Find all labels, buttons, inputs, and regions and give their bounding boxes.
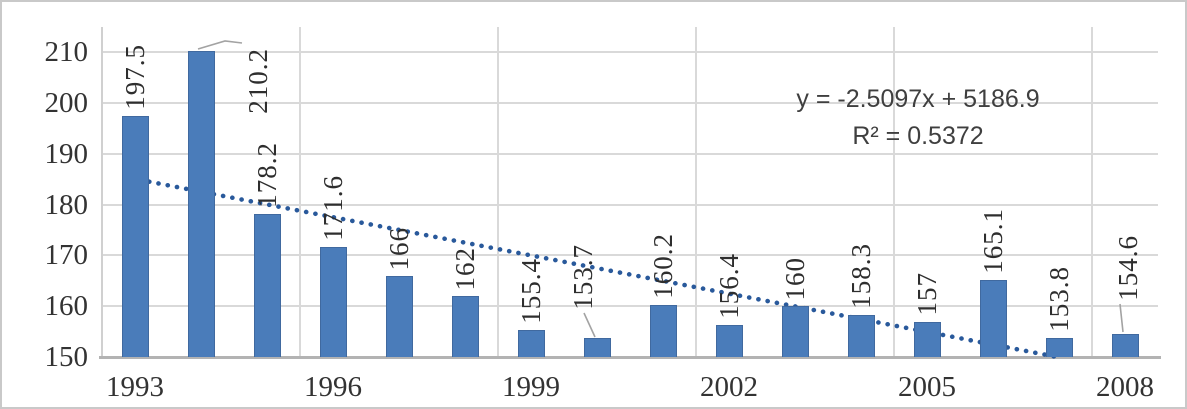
x-axis-tick-1996: 1996 bbox=[304, 371, 362, 403]
horizontal-gridline bbox=[102, 305, 1158, 308]
horizontal-gridline bbox=[102, 152, 1158, 155]
bar-2005 bbox=[913, 321, 941, 357]
bar-2003 bbox=[781, 306, 809, 357]
bar-2002 bbox=[715, 324, 743, 357]
vertical-gridline bbox=[299, 27, 301, 357]
bar-1998 bbox=[451, 296, 479, 357]
bar-2007 bbox=[1045, 337, 1073, 357]
bar-1994 bbox=[187, 51, 215, 357]
bar-2006 bbox=[979, 280, 1007, 357]
label-leader-line bbox=[197, 40, 243, 50]
bar-1996 bbox=[319, 247, 347, 357]
x-axis-line bbox=[99, 356, 1161, 359]
y-axis-tick-180: 180 bbox=[44, 189, 89, 221]
bar-2008 bbox=[1111, 333, 1139, 357]
vertical-gridline bbox=[1091, 27, 1093, 357]
x-axis-tick-1999: 1999 bbox=[502, 371, 560, 403]
equation-annotation: y = -2.5097x + 5186.9 R² = 0.5372 bbox=[742, 81, 1094, 155]
horizontal-gridline bbox=[102, 102, 1158, 105]
y-axis-tick-200: 200 bbox=[44, 87, 89, 119]
x-axis-tick-1993: 1993 bbox=[106, 371, 164, 403]
bar-1999 bbox=[517, 329, 545, 357]
bar-2004 bbox=[847, 314, 875, 357]
bar-1997 bbox=[385, 275, 413, 357]
horizontal-gridline bbox=[102, 51, 1158, 54]
bar-1993 bbox=[121, 115, 149, 357]
label-leader-line bbox=[1119, 303, 1124, 333]
vertical-gridline bbox=[695, 27, 697, 357]
y-axis-tick-210: 210 bbox=[44, 36, 89, 68]
x-axis-tick-2008: 2008 bbox=[1096, 371, 1154, 403]
y-axis-tick-150: 150 bbox=[44, 341, 89, 373]
y-axis-tick-170: 170 bbox=[44, 239, 89, 271]
y-axis-tick-160: 160 bbox=[44, 290, 89, 322]
y-axis-line bbox=[101, 27, 103, 357]
trendline-dots bbox=[137, 177, 1060, 360]
horizontal-gridline bbox=[102, 203, 1158, 206]
label-leader-line bbox=[583, 312, 596, 338]
vertical-gridline bbox=[893, 27, 895, 357]
trendline-equation: y = -2.5097x + 5186.9 bbox=[796, 85, 1040, 113]
bar-2000 bbox=[583, 338, 611, 357]
r-squared-value: R² = 0.5372 bbox=[852, 122, 984, 150]
vertical-gridline bbox=[497, 27, 499, 357]
x-axis-tick-2002: 2002 bbox=[700, 371, 758, 403]
x-axis-tick-2005: 2005 bbox=[898, 371, 956, 403]
horizontal-gridline bbox=[102, 254, 1158, 257]
bar-2001 bbox=[649, 305, 677, 357]
bar-1995 bbox=[253, 213, 281, 357]
y-axis-tick-190: 190 bbox=[44, 138, 89, 170]
